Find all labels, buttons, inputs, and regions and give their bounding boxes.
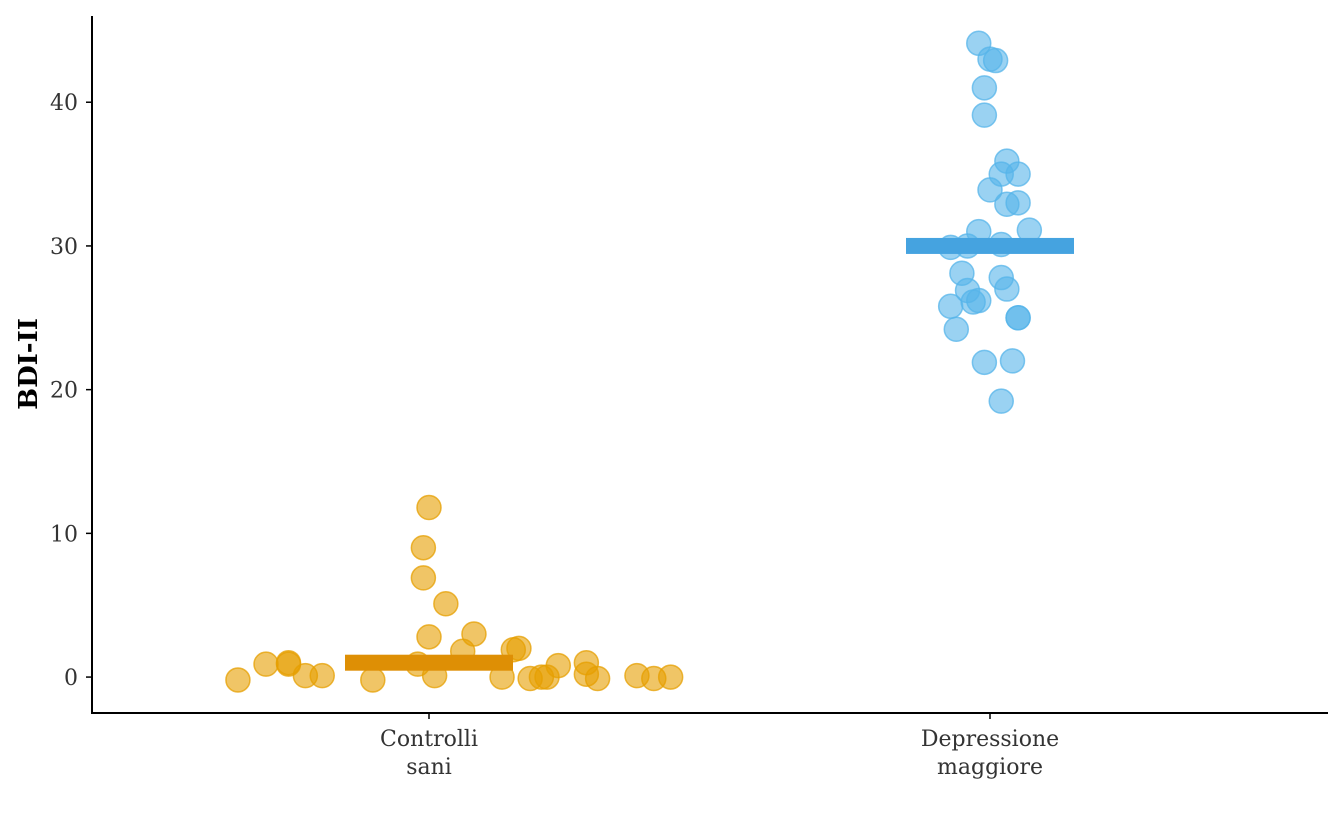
data-point — [225, 667, 251, 693]
y-tick-label: 10 — [50, 522, 78, 547]
y-tick-label: 30 — [50, 235, 78, 260]
data-point — [309, 662, 335, 689]
data-point — [253, 651, 279, 677]
data-point — [1005, 305, 1031, 331]
y-axis-ticks: 0 10 20 30 40 — [50, 91, 92, 691]
data-point — [461, 621, 487, 647]
data-point — [1005, 161, 1031, 187]
data-point — [971, 102, 998, 128]
y-tick-label: 40 — [50, 91, 78, 116]
data-point — [988, 388, 1014, 414]
data-point — [937, 293, 964, 320]
x-tick-label: sani — [406, 755, 452, 780]
data-point — [584, 665, 611, 692]
data-point — [982, 47, 1009, 74]
data-point — [506, 635, 532, 662]
data-point — [416, 624, 442, 650]
data-point — [1005, 190, 1031, 216]
data-point — [657, 664, 684, 690]
data-point — [545, 652, 572, 679]
x-axis-ticks: Controlli sani Depressione maggiore — [380, 713, 1059, 780]
y-tick-label: 20 — [50, 379, 78, 404]
data-point — [971, 349, 998, 376]
x-tick-label: Controlli — [380, 727, 478, 752]
data-point — [994, 276, 1020, 302]
x-tick-label: maggiore — [937, 755, 1043, 780]
x-tick-label: Depressione — [921, 727, 1059, 752]
data-point — [360, 667, 386, 693]
data-point — [943, 316, 970, 343]
data-point — [410, 565, 437, 591]
data-point — [966, 287, 992, 314]
y-axis-title: BDI-II — [14, 318, 44, 410]
mean-bar — [345, 654, 513, 671]
data-point — [999, 348, 1026, 374]
data-point — [433, 591, 459, 617]
data-point — [971, 75, 998, 101]
data-points — [225, 30, 1043, 693]
mean-bar — [906, 237, 1074, 254]
data-point — [977, 177, 1003, 203]
data-point — [410, 534, 437, 561]
y-tick-label: 0 — [64, 666, 78, 691]
data-point — [416, 494, 442, 521]
mean-bars — [345, 237, 1074, 671]
